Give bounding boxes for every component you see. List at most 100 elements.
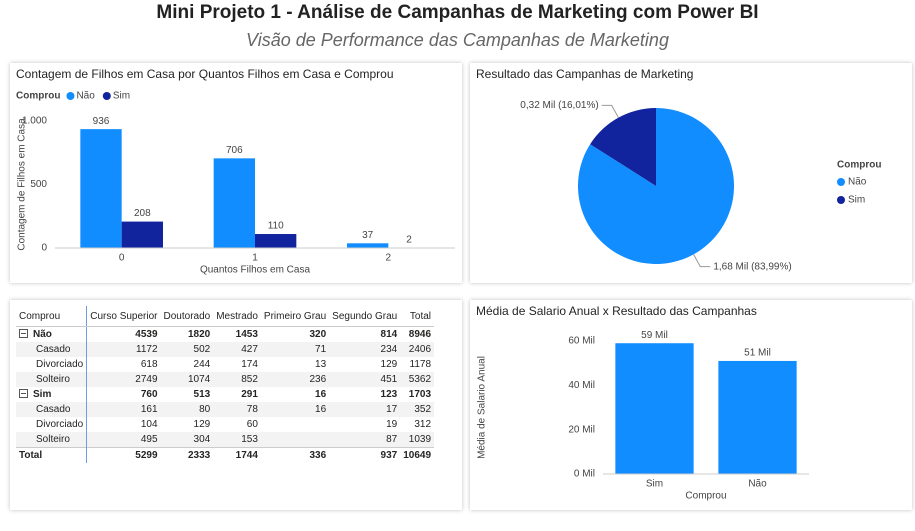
chart: Contagem de Filhos em Casa por Quantos F… — [16, 67, 455, 276]
chart-title: Resultado das Campanhas de Marketing — [476, 67, 693, 81]
table-row: Total 5299 2333 1744 336 937 10649 — [16, 447, 435, 463]
cell: 1744 — [213, 447, 261, 463]
cell: 937 — [329, 447, 401, 463]
cell: 2333 — [160, 447, 214, 463]
cell: 4539 — [135, 329, 158, 340]
cell: 852 — [213, 372, 261, 387]
y-axis-title: Contagem de Filhos em Casa — [17, 118, 28, 251]
panel: Comprou Curso Superior Doutorado Mestrado Pr… — [10, 300, 462, 510]
chart: Média de Salario Anual x Resultado das C… — [476, 304, 809, 502]
y-tick-label: 1.000 — [22, 116, 47, 127]
legend-label: Não — [76, 91, 95, 102]
table-row: Solteiro 2749 1074 852 236 451 5362 — [16, 372, 435, 387]
x-tick-label: 2 — [386, 253, 392, 264]
cell: 1453 — [235, 329, 258, 340]
cell: 244 — [193, 359, 211, 370]
table-row: Não 4539 1820 1453 320 814 8946 — [16, 326, 434, 342]
cell: 236 — [260, 372, 330, 387]
value-label: 110 — [268, 221, 284, 232]
cell: 291 — [241, 389, 258, 400]
legend-marker — [837, 178, 845, 186]
cell: 8946 — [408, 329, 432, 340]
row-label-text: Casado — [36, 344, 71, 355]
y-tick-label: 40 Mil — [568, 380, 595, 391]
cell: 336 — [260, 447, 330, 463]
column-header: Comprou — [16, 306, 88, 327]
x-axis-title: Comprou — [685, 491, 726, 502]
row-label: Solteiro — [16, 432, 88, 448]
value-label: 208 — [134, 208, 151, 219]
row-label: Casado — [16, 402, 88, 417]
table-row: Divorciado 618 244 174 13 129 1178 — [16, 357, 434, 372]
cell — [261, 417, 329, 432]
cell: 129 — [193, 419, 211, 430]
cell: 2749 — [86, 372, 161, 387]
cell: 71 — [260, 342, 330, 357]
bar — [121, 221, 163, 248]
row-label-text: Sim — [33, 389, 52, 400]
cell: 760 — [140, 389, 158, 400]
pie-slice — [590, 108, 656, 186]
collapse-icon[interactable] — [19, 389, 28, 398]
row-label-text: Divorciado — [36, 359, 84, 370]
cell: 13 — [315, 359, 327, 370]
x-tick-label: Não — [748, 479, 767, 490]
cell: 5362 — [400, 372, 435, 387]
row-label-text: Total — [19, 450, 43, 461]
y-tick-label: 500 — [30, 179, 47, 190]
legend-marker — [102, 92, 111, 100]
x-tick-label: 0 — [119, 253, 125, 264]
cell — [260, 432, 330, 448]
legend-label: Sim — [848, 195, 865, 206]
column-header: Total — [400, 306, 435, 327]
bar — [718, 360, 797, 474]
cell: 513 — [193, 389, 211, 400]
row-label: Solteiro — [16, 372, 88, 387]
cell: 234 — [329, 342, 401, 357]
cell: 1172 — [86, 342, 161, 357]
cell: 16 — [315, 389, 327, 400]
y-axis-title: Média de Salario Anual — [477, 356, 488, 459]
cell: 153 — [213, 432, 261, 448]
collapse-icon[interactable] — [19, 329, 28, 338]
table-row: Divorciado 104 129 60 19 312 — [16, 417, 434, 432]
column-header: Mestrado — [213, 306, 261, 327]
cell: 312 — [414, 419, 432, 430]
row-label-text: Casado — [36, 404, 71, 415]
value-label: 706 — [226, 145, 243, 156]
value-label: 37 — [362, 230, 374, 241]
panel: Contagem de Filhos em Casa por Quantos F… — [10, 63, 462, 283]
row-label: Divorciado — [16, 357, 88, 372]
cell: 427 — [213, 342, 261, 357]
row-label: Divorciado — [16, 417, 88, 432]
header-row: Comprou Curso Superior Doutorado Mestrado Pr… — [16, 306, 435, 327]
cell: 451 — [329, 372, 401, 387]
column-header: Doutorado — [160, 306, 214, 327]
matrix-table: Comprou Curso Superior Doutorado Mestrado Pr… — [16, 306, 435, 463]
cell: 1039 — [400, 432, 435, 448]
cell: 10649 — [400, 447, 435, 463]
bar — [80, 129, 122, 248]
row-label: Não — [16, 326, 88, 342]
panel: Média de Salario Anual x Resultado das C… — [470, 300, 912, 510]
panel: Resultado das Campanhas de Marketing 1,68… — [470, 63, 912, 283]
cell: 16 — [260, 402, 330, 417]
chart: Resultado das Campanhas de Marketing 1,68… — [476, 67, 881, 272]
x-axis-title: Quantos Filhos em Casa — [200, 265, 310, 276]
cell: 304 — [160, 432, 214, 448]
y-tick-label: 0 — [41, 243, 47, 254]
cell: 814 — [380, 329, 398, 340]
chart-title: Contagem de Filhos em Casa por Quantos F… — [16, 67, 394, 81]
leader-line — [693, 254, 711, 268]
cell: 618 — [140, 359, 158, 370]
cell: 123 — [380, 389, 398, 400]
cell: 19 — [386, 419, 398, 430]
cell: 2406 — [400, 342, 435, 357]
x-tick-label: Sim — [646, 479, 663, 490]
legend-label: Sim — [113, 91, 130, 102]
cell: 80 — [160, 402, 214, 417]
cell: 320 — [309, 329, 327, 340]
column-header: Curso Superior — [86, 306, 161, 327]
x-tick-label: 1 — [252, 253, 258, 264]
